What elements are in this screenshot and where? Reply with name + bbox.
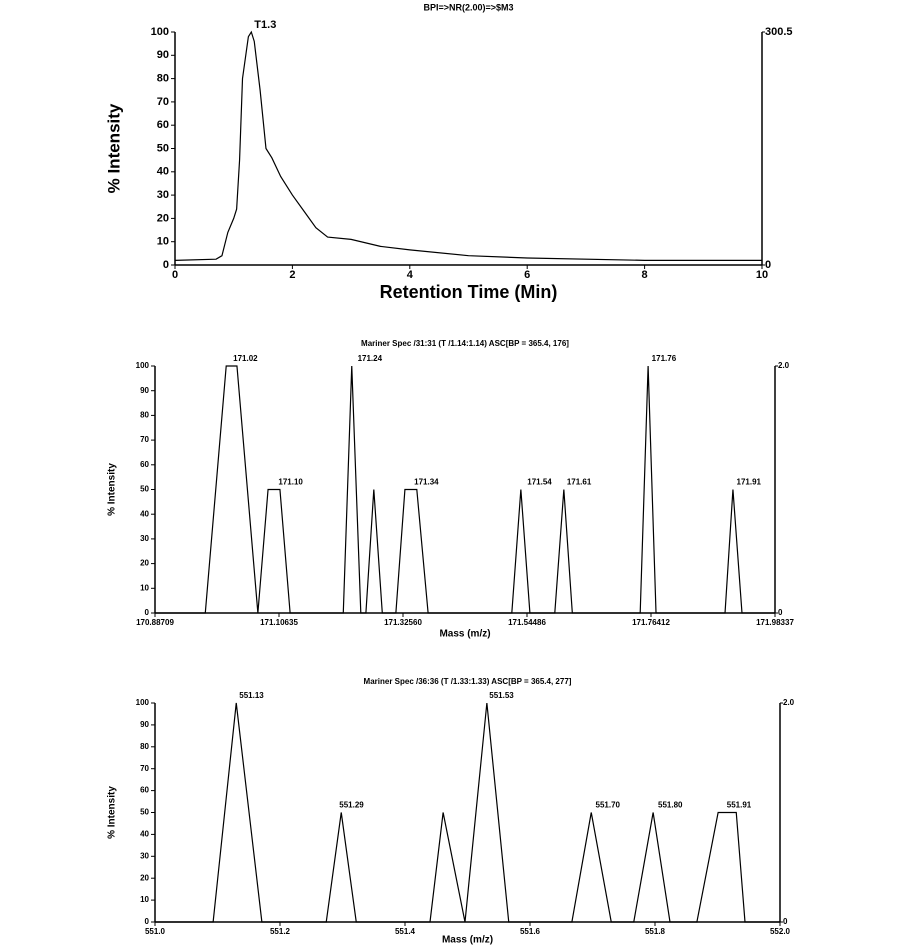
x-tick-label: 551.4 bbox=[395, 927, 416, 936]
y-tick-label: 60 bbox=[140, 786, 149, 795]
peak-label: 171.10 bbox=[278, 478, 303, 487]
x-tick-label: 171.32560 bbox=[384, 618, 422, 627]
x-tick-label: 171.98337 bbox=[756, 618, 794, 627]
y-tick-label: 90 bbox=[157, 49, 169, 61]
x-tick-label: 551.8 bbox=[645, 927, 666, 936]
y-tick-label: 30 bbox=[140, 534, 149, 543]
x-tick-label: 551.6 bbox=[520, 927, 541, 936]
y-axis-label: % Intensity bbox=[107, 786, 118, 839]
y-tick-label: 30 bbox=[140, 851, 149, 860]
peak-label: 171.02 bbox=[233, 354, 258, 363]
y-tick-label: 80 bbox=[157, 73, 169, 85]
y-tick-label: 50 bbox=[140, 485, 149, 494]
x-tick-label: 171.54486 bbox=[508, 618, 546, 627]
x-tick-label: 171.10635 bbox=[260, 618, 298, 627]
y-tick-label: 80 bbox=[140, 742, 149, 751]
y-tick-label: 70 bbox=[140, 764, 149, 773]
y-axis-label: % Intensity bbox=[104, 103, 123, 193]
x-axis-label: Mass (m/z) bbox=[439, 629, 490, 640]
chart-title: BPI=>NR(2.00)=>$M3 bbox=[423, 2, 513, 12]
y-tick-label: 10 bbox=[140, 895, 149, 904]
trace bbox=[174, 30, 762, 261]
peak-label: 551.13 bbox=[239, 691, 264, 700]
x-tick-label: 170.88709 bbox=[136, 618, 174, 627]
y-tick-label: 50 bbox=[157, 142, 169, 154]
x-axis-label: Mass (m/z) bbox=[442, 935, 493, 946]
y-tick-label: 100 bbox=[151, 26, 169, 38]
chart-title: Mariner Spec /31:31 (T /1.14:1.14) ASC[B… bbox=[361, 339, 569, 348]
x-tick-label: 171.76412 bbox=[632, 618, 670, 627]
y-axis-label: % Intensity bbox=[107, 463, 118, 516]
x-tick-label: 6 bbox=[524, 269, 530, 281]
y-tick-label: 70 bbox=[157, 96, 169, 108]
x-tick-label: 552.0 bbox=[770, 927, 791, 936]
peak-label: 171.76 bbox=[652, 354, 677, 363]
x-tick-label: 8 bbox=[642, 269, 648, 281]
peak-label: 171.61 bbox=[567, 478, 592, 487]
y2-tick-label: 0 bbox=[783, 917, 788, 926]
y-tick-label: 0 bbox=[145, 608, 150, 617]
y-tick-label: 10 bbox=[157, 236, 169, 248]
y-tick-label: 90 bbox=[140, 720, 149, 729]
x-tick-label: 2 bbox=[289, 269, 295, 281]
y2-tick-label: 0 bbox=[778, 608, 783, 617]
trace bbox=[155, 702, 780, 923]
y-tick-label: 40 bbox=[157, 166, 169, 178]
y-tick-label: 80 bbox=[140, 411, 149, 420]
x-tick-label: 4 bbox=[407, 269, 414, 281]
y-tick-label: 0 bbox=[145, 917, 150, 926]
x-tick-label: 551.2 bbox=[270, 927, 291, 936]
y-tick-label: 100 bbox=[136, 698, 150, 707]
y2-tick-label: 300.5 bbox=[765, 26, 793, 38]
y-tick-label: 90 bbox=[140, 386, 149, 395]
y2-tick-label: 2.0 bbox=[783, 698, 795, 707]
peak-label: 171.54 bbox=[527, 478, 552, 487]
peak-label: 171.91 bbox=[737, 478, 762, 487]
y-tick-label: 100 bbox=[136, 361, 150, 370]
peak-label: 551.29 bbox=[339, 801, 364, 810]
y-tick-label: 40 bbox=[140, 509, 149, 518]
peak-label: 551.80 bbox=[658, 801, 683, 810]
y-tick-label: 60 bbox=[140, 460, 149, 469]
x-axis-label: Retention Time (Min) bbox=[380, 282, 558, 302]
y-tick-label: 20 bbox=[157, 212, 169, 224]
y-tick-label: 20 bbox=[140, 559, 149, 568]
y2-tick-label: 0 bbox=[765, 259, 771, 271]
y-tick-label: 0 bbox=[163, 259, 169, 271]
y-tick-label: 50 bbox=[140, 808, 149, 817]
peak-label: 171.24 bbox=[358, 354, 383, 363]
y-tick-label: 30 bbox=[157, 189, 169, 201]
x-tick-label: 551.0 bbox=[145, 927, 166, 936]
y-tick-label: 70 bbox=[140, 435, 149, 444]
peak-label: 171.34 bbox=[414, 478, 439, 487]
peak-label: 551.91 bbox=[727, 801, 752, 810]
chart-title: Mariner Spec /36:36 (T /1.33:1.33) ASC[B… bbox=[364, 677, 572, 686]
y2-tick-label: 2.0 bbox=[778, 361, 790, 370]
y-tick-label: 60 bbox=[157, 119, 169, 131]
x-tick-label: 0 bbox=[172, 269, 178, 281]
x-tick-label: 10 bbox=[756, 269, 768, 281]
y-tick-label: 40 bbox=[140, 830, 149, 839]
peak-label: 551.70 bbox=[596, 801, 621, 810]
peak-label: T1.3 bbox=[254, 19, 276, 31]
y-tick-label: 10 bbox=[140, 583, 149, 592]
y-tick-label: 20 bbox=[140, 873, 149, 882]
peak-label: 551.53 bbox=[489, 691, 514, 700]
trace bbox=[154, 365, 775, 614]
